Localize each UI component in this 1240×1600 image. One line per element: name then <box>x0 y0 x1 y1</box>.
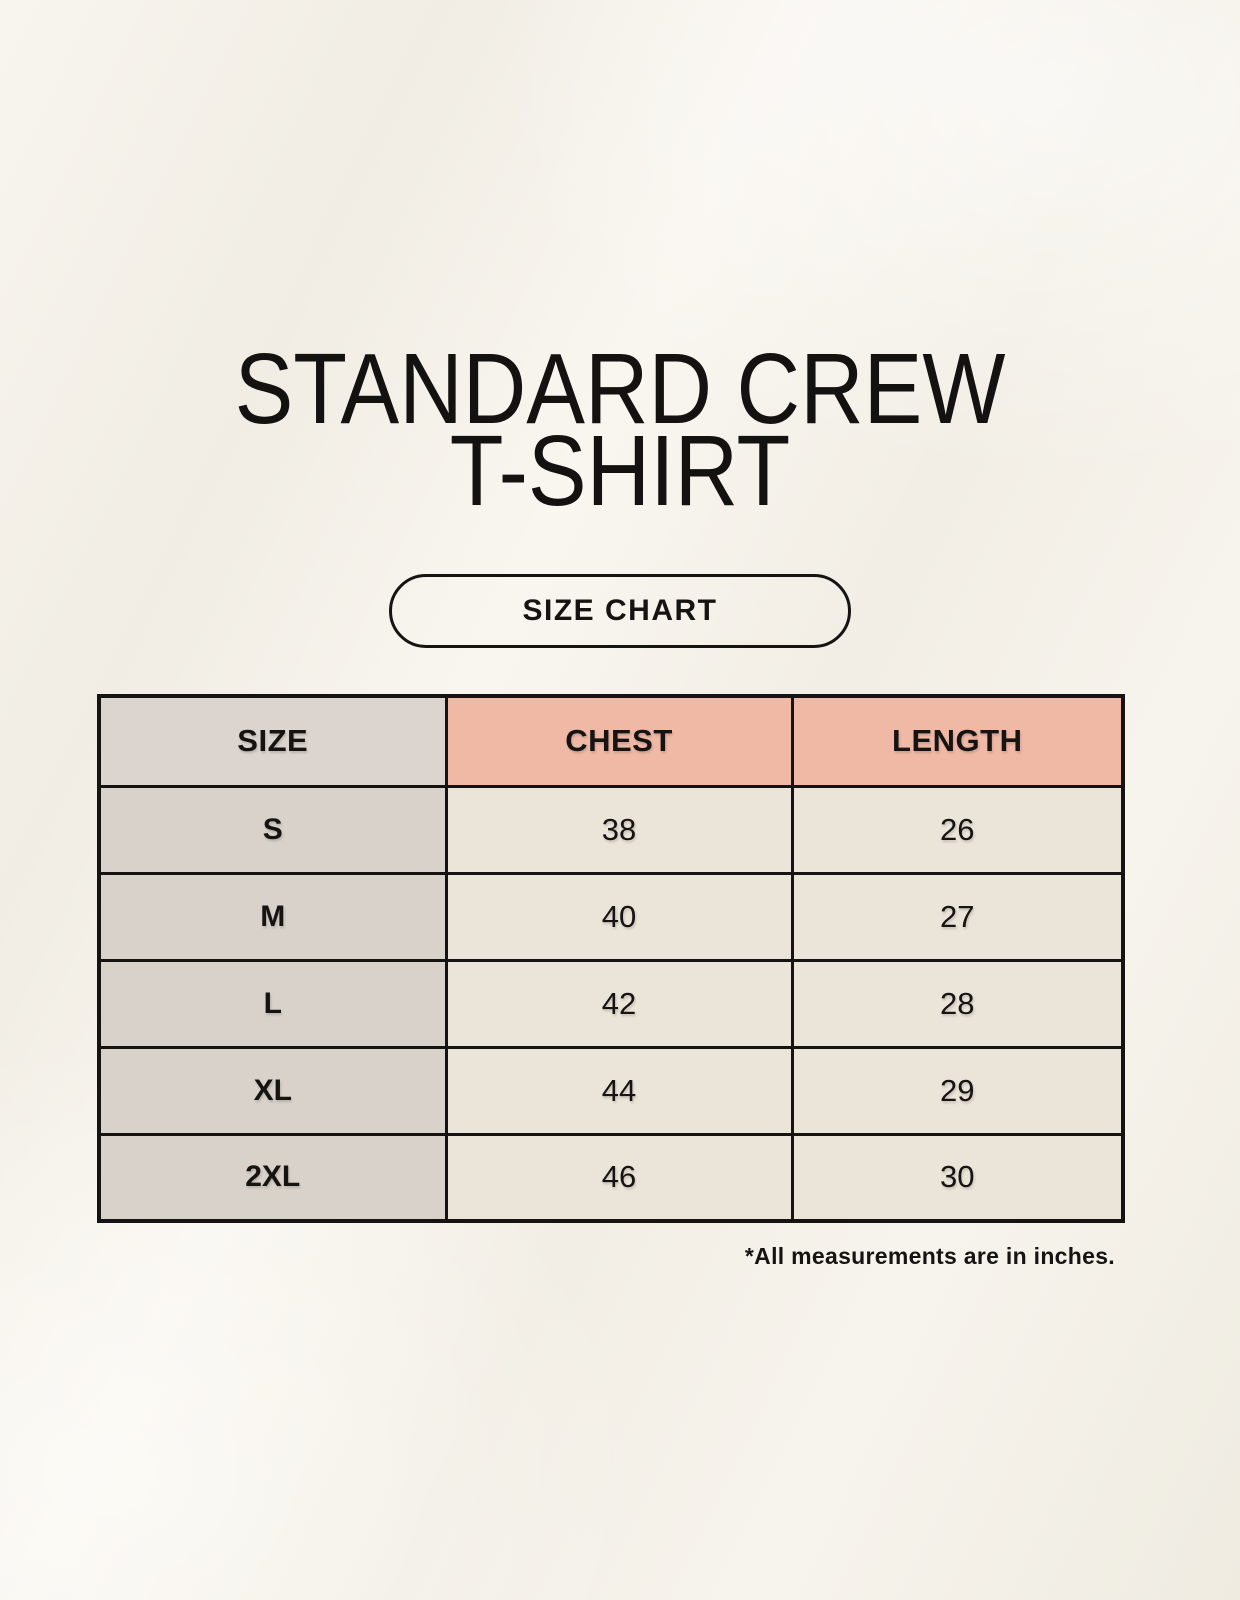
length-value: 30 <box>790 1132 1125 1223</box>
chest-value: 46 <box>444 1132 794 1223</box>
row-label: L <box>97 958 448 1049</box>
page-title-line1: STANDARD CREW <box>234 333 1006 445</box>
row-label: M <box>97 871 448 962</box>
table-header-row: SIZE CHEST LENGTH <box>97 694 1125 788</box>
chest-value: 38 <box>444 784 794 875</box>
length-value: 28 <box>790 958 1125 1049</box>
length-value: 26 <box>790 784 1125 875</box>
chest-value: 44 <box>444 1045 794 1136</box>
row-label: 2XL <box>97 1132 448 1223</box>
size-chart-button[interactable]: SIZE CHART <box>389 574 851 648</box>
length-value: 27 <box>790 871 1125 962</box>
length-value: 29 <box>790 1045 1125 1136</box>
table-row: 2XL 46 30 <box>97 1132 1125 1223</box>
row-label: S <box>97 784 448 875</box>
table-row: S 38 26 <box>97 784 1125 875</box>
size-chart-button-label: SIZE CHART <box>522 594 718 627</box>
chest-value: 40 <box>444 871 794 962</box>
chest-value: 42 <box>444 958 794 1049</box>
footnote: *All measurements are in inches. <box>744 1243 1115 1269</box>
table-row: M 40 27 <box>97 871 1125 962</box>
page-title: STANDARD CREW T-SHIRT <box>74 339 1165 521</box>
table-row: XL 44 29 <box>97 1045 1125 1136</box>
table-row: L 42 28 <box>97 958 1125 1049</box>
row-label: XL <box>97 1045 448 1136</box>
column-header-length: LENGTH <box>790 694 1125 788</box>
column-header-chest: CHEST <box>444 694 794 788</box>
page-title-line2: T-SHIRT <box>449 415 791 527</box>
size-table: SIZE CHEST LENGTH S 38 26 M 40 27 L 42 2… <box>97 694 1125 1223</box>
column-header-size: SIZE <box>97 694 448 788</box>
